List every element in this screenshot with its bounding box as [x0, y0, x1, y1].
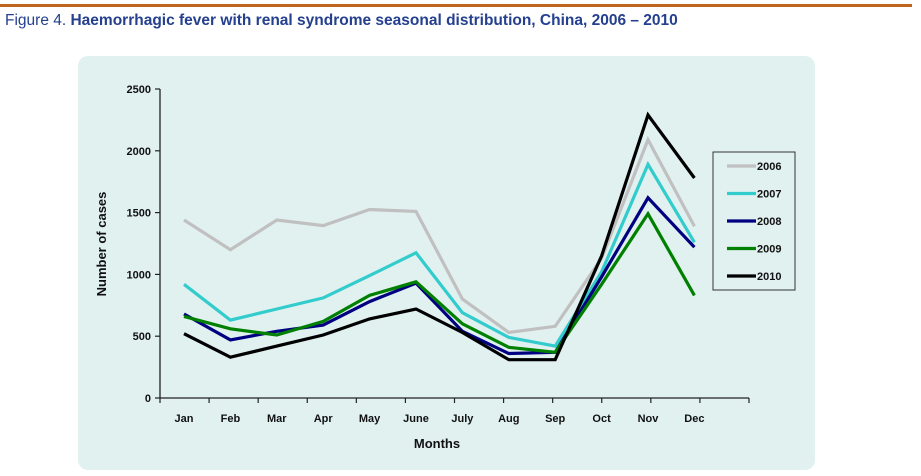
y-tick-label: 1500: [127, 208, 151, 220]
legend-label-2009: 2009: [757, 244, 781, 256]
axes: 0 500 1000 1500 2000 2500 Jan Feb Mar Apr May June J…: [127, 84, 750, 425]
y-axis-title: Number of cases: [94, 192, 109, 297]
x-tick-label: Nov: [638, 413, 660, 425]
x-tick-label: July: [451, 413, 474, 425]
y-tick-label: 2000: [127, 146, 151, 158]
legend-box: [712, 151, 796, 291]
series-line-2009: [183, 210, 696, 354]
x-tick-label: May: [359, 413, 381, 425]
top-rule: [0, 4, 912, 7]
y-tick-label: 500: [133, 331, 151, 343]
x-tick-label: Oct: [592, 413, 611, 425]
x-tick-label: Dec: [684, 413, 704, 425]
series-line-2006: [183, 135, 696, 335]
x-tick-label: June: [403, 413, 429, 425]
x-tick-label: Feb: [221, 413, 241, 425]
legend: 2006 2007 2008 2009 2010: [712, 151, 796, 291]
figure-title-text: Haemorrhagic fever with renal syndrome s…: [70, 12, 678, 29]
x-tick-label: Jan: [175, 413, 194, 425]
legend-label-2007: 2007: [757, 189, 781, 201]
y-tick-label: 2500: [127, 84, 151, 96]
x-tick-label: Aug: [498, 413, 519, 425]
legend-label-2006: 2006: [757, 161, 781, 173]
x-tick-label: Sep: [545, 413, 565, 425]
figure-title: Figure 4. Haemorrhagic fever with renal …: [5, 12, 678, 30]
x-tick-label: Apr: [314, 413, 334, 425]
legend-label-2008: 2008: [757, 216, 781, 228]
series-lines: [183, 111, 696, 362]
chart-panel: [78, 56, 815, 470]
y-tick-label: 1000: [127, 269, 151, 281]
series-line-2007: [183, 160, 696, 348]
legend-label-2010: 2010: [757, 271, 781, 283]
x-tick-label: Mar: [267, 413, 287, 425]
figure-label: Figure 4.: [5, 12, 67, 29]
x-axis-title: Months: [414, 436, 460, 451]
series-line-2010: [183, 111, 696, 362]
y-tick-label: 0: [145, 393, 151, 405]
